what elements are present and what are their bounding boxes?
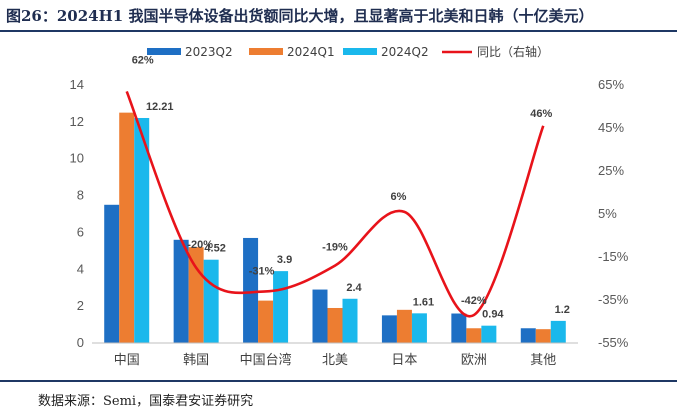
bar-2024Q1-北美 (327, 307, 343, 343)
right-tick-label: 25% (598, 163, 624, 178)
yoy-label: -19% (322, 242, 348, 254)
bar-2023Q2-欧洲 (451, 313, 467, 343)
bar-2024Q2-北美 (342, 298, 358, 343)
bar-value-label: 3.9 (277, 254, 292, 266)
legend-swatch-2023Q2 (147, 48, 181, 55)
left-tick-label: 6 (77, 224, 84, 239)
bar-2024Q1-其他 (535, 329, 551, 343)
bar-2024Q2-欧洲 (481, 325, 497, 343)
legend-swatch-2024Q1 (249, 48, 283, 55)
chart: 2023Q2 2024Q1 2024Q2 同比（右轴） 0 2 4 6 8 10 12 14 -55… (70, 44, 629, 368)
bar-2024Q1-日本 (396, 309, 412, 343)
left-tick-label: 0 (77, 335, 84, 350)
yoy-label: -42% (461, 295, 487, 307)
left-tick-label: 10 (70, 151, 84, 166)
right-tick-label: 65% (598, 77, 624, 92)
bar-value-label: 12.21 (146, 101, 174, 113)
yoy-label: 6% (390, 191, 406, 203)
bar-2023Q2-日本 (381, 315, 397, 343)
bar-2024Q2-中国 (134, 117, 150, 343)
bar-value-label: 2.4 (346, 282, 362, 294)
bar-2024Q2-日本 (411, 313, 427, 343)
bar-2024Q2-韩国 (203, 259, 219, 343)
category-label: 欧洲 (461, 353, 487, 368)
x-axis: 中国 韩国 中国台湾 北美 日本 欧洲 其他 (92, 342, 578, 368)
bar-2024Q1-欧洲 (466, 328, 482, 343)
legend: 2023Q2 2024Q1 2024Q2 同比（右轴） (147, 44, 549, 59)
yoy-label: -20% (187, 239, 213, 251)
legend-label-2024Q1: 2024Q1 (287, 45, 335, 59)
category-label: 中国台湾 (240, 352, 292, 368)
right-tick-label: -15% (598, 249, 629, 264)
bar-value-label: 4.52 (204, 243, 225, 255)
source-note: 数据来源：Semi，国泰君安证券研究 (38, 394, 254, 409)
bar-2023Q2-中国台湾 (243, 237, 259, 343)
bar-value-label: 0.94 (482, 309, 504, 321)
yoy-line (125, 90, 545, 318)
right-tick-label: 5% (598, 206, 617, 221)
category-label: 日本 (391, 353, 417, 368)
bar-value-label: 1.61 (413, 296, 434, 308)
category-label: 其他 (530, 353, 556, 368)
figure-title: 图26：2024H1 我国半导体设备出货额同比大增，且显著高于北美和日韩（十亿美… (6, 7, 594, 25)
data-labels: 62% -20% -31% -19% 6% -42% 46% 12.21 4.52 3.9 2.4 1… (132, 54, 570, 320)
legend-swatch-2024Q2 (343, 48, 377, 55)
left-tick-label: 14 (70, 77, 84, 92)
bar-2024Q1-中国 (119, 112, 135, 344)
left-tick-label: 12 (70, 114, 84, 129)
bar-2023Q2-北美 (312, 289, 328, 343)
legend-label-2023Q2: 2023Q2 (185, 45, 233, 59)
source-bar: 数据来源：Semi，国泰君安证券研究 (0, 380, 677, 418)
legend-label-2024Q2: 2024Q2 (381, 45, 429, 59)
yoy-label: -31% (249, 265, 275, 277)
legend-label-line: 同比（右轴） (477, 44, 549, 59)
bar-2024Q2-中国台湾 (273, 271, 289, 343)
yoy-label: 46% (530, 108, 552, 120)
right-tick-label: -35% (598, 292, 629, 307)
right-tick-label: -55% (598, 335, 629, 350)
category-label: 中国 (114, 353, 140, 368)
category-label: 北美 (322, 353, 348, 368)
bar-2023Q2-韩国 (173, 239, 189, 343)
yoy-line-path (125, 90, 545, 318)
right-axis: -55% -35% -15% 5% 25% 45% 65% (598, 77, 629, 350)
category-label: 韩国 (183, 353, 209, 368)
right-tick-label: 45% (598, 120, 624, 135)
figure-title-bar: 图26：2024H1 我国半导体设备出货额同比大增，且显著高于北美和日韩（十亿美… (0, 0, 677, 32)
bar-2023Q2-中国 (104, 204, 120, 343)
left-tick-label: 2 (77, 298, 84, 313)
bar-2024Q1-中国台湾 (258, 300, 274, 343)
bar-2023Q2-其他 (520, 328, 536, 343)
left-tick-label: 4 (77, 261, 84, 276)
bar-2024Q2-其他 (550, 320, 566, 343)
left-tick-label: 8 (77, 188, 84, 203)
bar-value-label: 1.2 (555, 304, 570, 316)
yoy-label: 62% (132, 54, 154, 66)
left-axis: 0 2 4 6 8 10 12 14 (70, 77, 84, 350)
